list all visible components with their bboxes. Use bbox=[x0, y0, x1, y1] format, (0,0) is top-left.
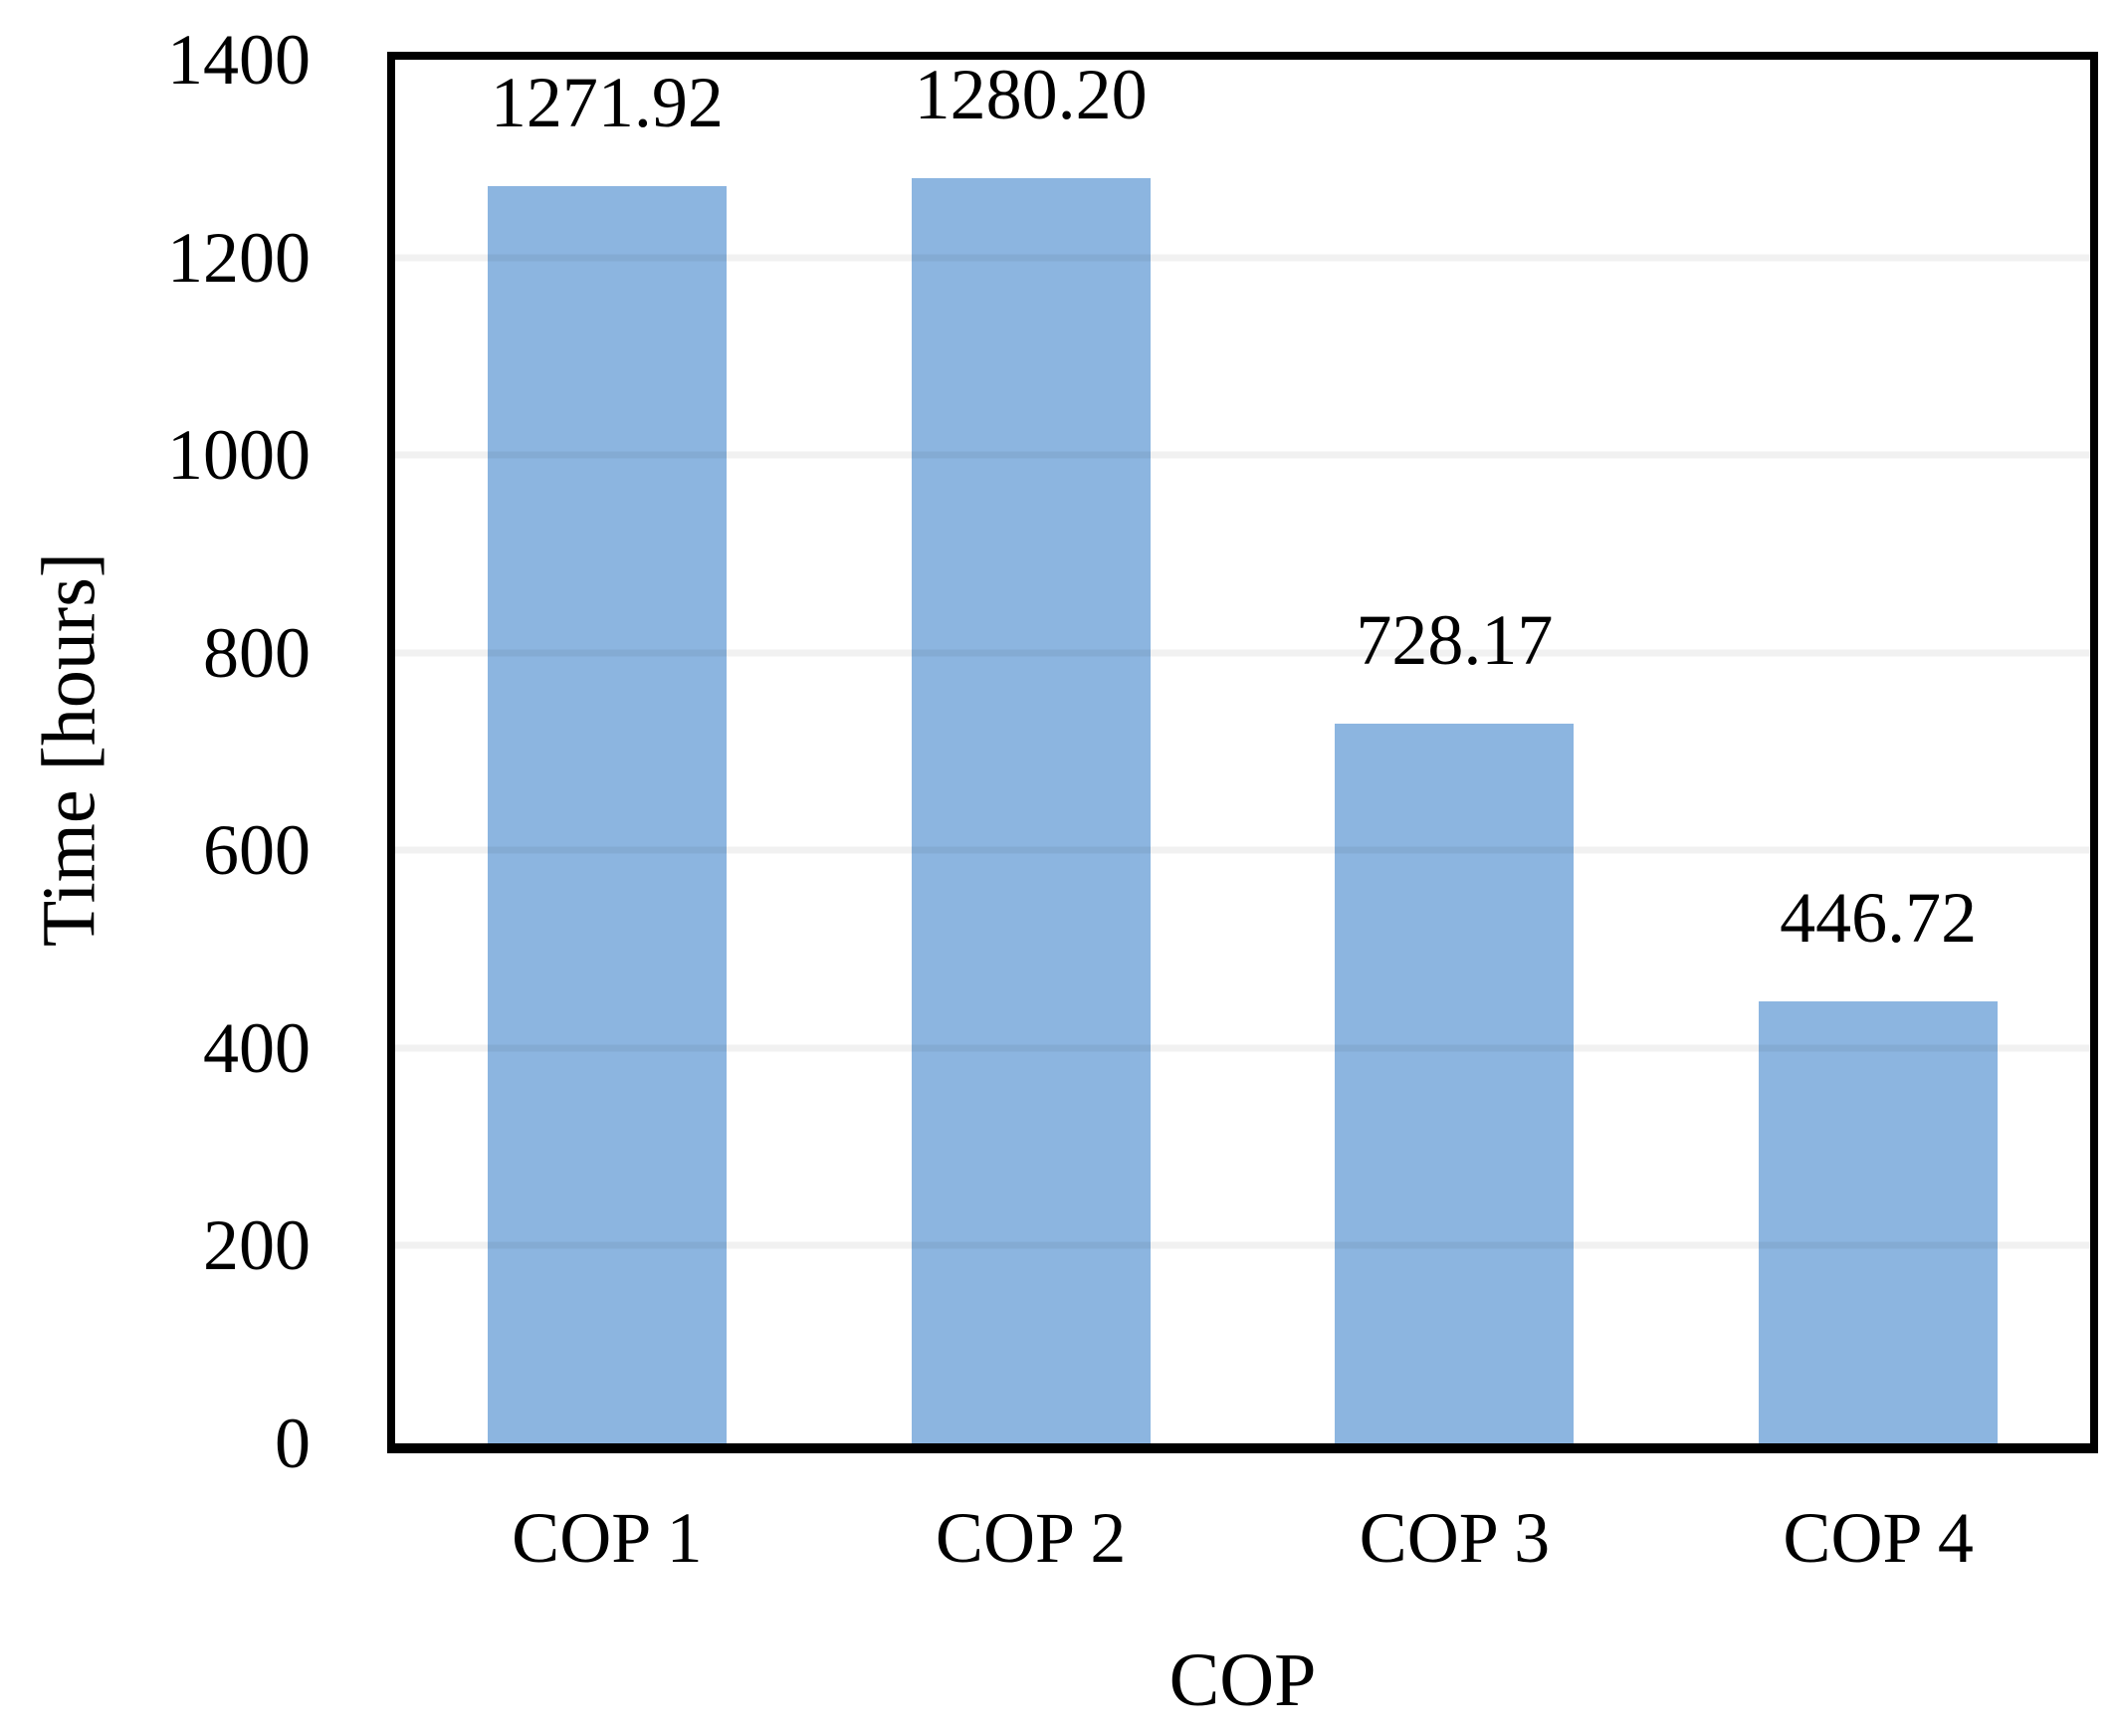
bar-value-label: 1280.20 bbox=[914, 54, 1148, 134]
bar-cop-2 bbox=[911, 177, 1151, 1443]
y-tick-label: 1400 bbox=[167, 20, 311, 100]
y-tick-label: 1000 bbox=[167, 415, 311, 496]
y-tick-label: 1200 bbox=[167, 217, 311, 298]
bar-cop-3 bbox=[1335, 724, 1575, 1443]
y-tick-label: 400 bbox=[203, 1007, 311, 1088]
y-tick-label: 600 bbox=[203, 810, 311, 891]
bar-cop-4 bbox=[1759, 1001, 1999, 1443]
x-tick-label-cop-3: COP 3 bbox=[1359, 1498, 1551, 1578]
bar-cop-1 bbox=[487, 186, 727, 1443]
y-tick-label: 200 bbox=[203, 1205, 311, 1286]
y-tick-label: 800 bbox=[203, 612, 311, 693]
bar-value-label: 728.17 bbox=[1356, 600, 1554, 681]
x-axis-title: COP bbox=[1168, 1638, 1317, 1722]
plot-area: 1271.92 1280.20 728.17 446.72 bbox=[387, 52, 2098, 1453]
plot-inner: 1271.92 1280.20 728.17 446.72 bbox=[395, 54, 2090, 1443]
bar-value-label: 446.72 bbox=[1780, 878, 1978, 959]
y-tick-label: 0 bbox=[275, 1404, 311, 1483]
x-tick-label-cop-4: COP 4 bbox=[1783, 1498, 1974, 1578]
x-tick-label-cop-1: COP 1 bbox=[512, 1498, 703, 1578]
bar-value-label: 1271.92 bbox=[490, 63, 724, 143]
x-tick-label-cop-2: COP 2 bbox=[935, 1498, 1127, 1578]
